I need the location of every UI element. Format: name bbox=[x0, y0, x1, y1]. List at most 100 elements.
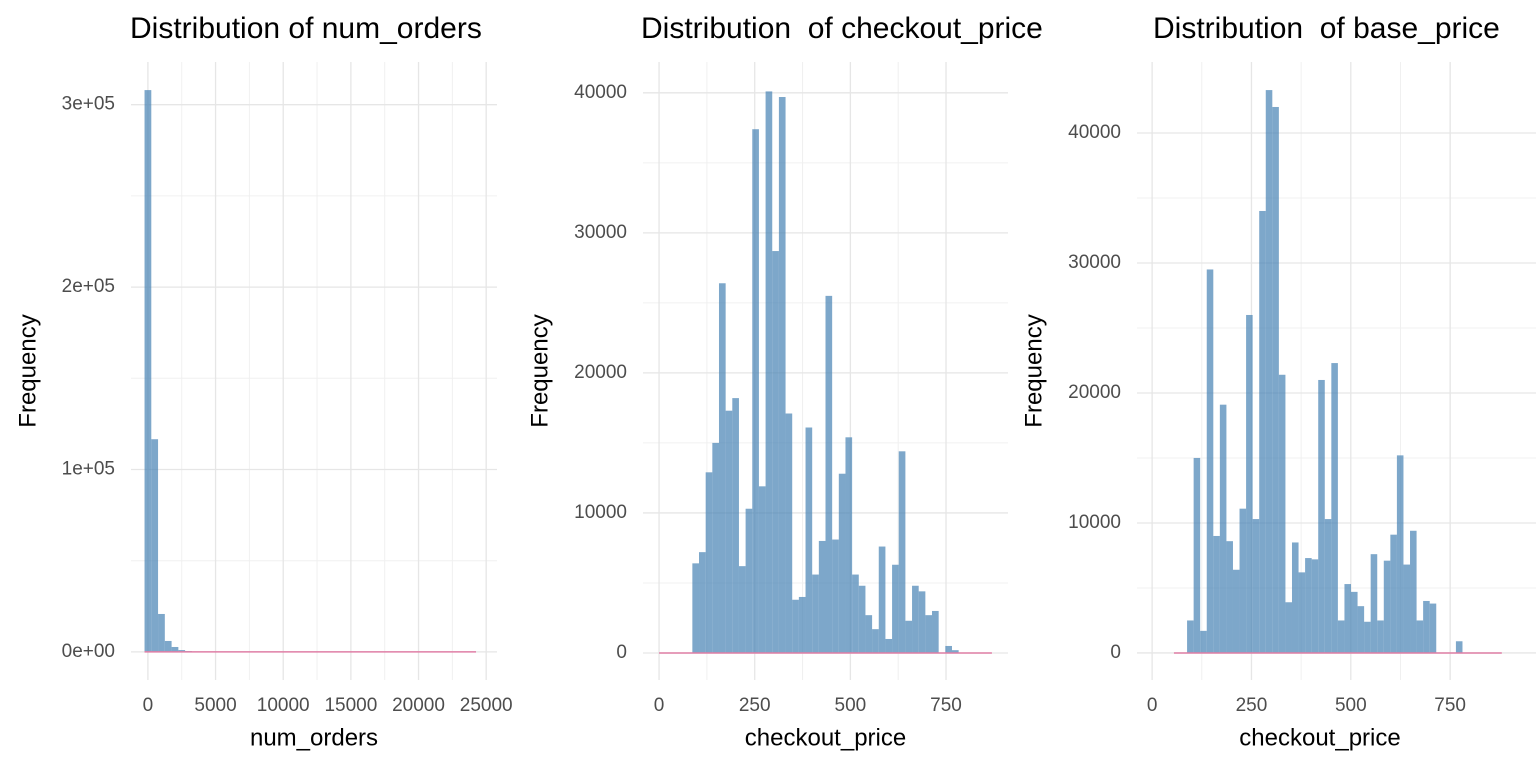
bar bbox=[718, 283, 726, 653]
bar bbox=[1377, 620, 1384, 653]
chart-title: Distribution of checkout_price bbox=[641, 12, 1043, 45]
bar bbox=[1239, 508, 1247, 653]
bar bbox=[745, 508, 753, 653]
x-tick-label: 750 bbox=[930, 695, 962, 716]
bar bbox=[732, 398, 739, 653]
bar bbox=[1219, 404, 1227, 653]
x-tick-label: 20000 bbox=[392, 695, 445, 716]
bar bbox=[758, 486, 766, 653]
x-axis-title: checkout_price bbox=[1239, 724, 1400, 751]
bar bbox=[865, 615, 873, 653]
bar bbox=[1193, 457, 1201, 653]
x-tick-label: 500 bbox=[1335, 695, 1367, 716]
panel: 0 10000 20000 30000 40000 0 250 500 750 Distribut… bbox=[526, 12, 1043, 751]
bar bbox=[932, 610, 939, 653]
bar bbox=[151, 439, 159, 652]
bar bbox=[1226, 541, 1233, 653]
panel: 0 10000 20000 30000 40000 0 250 500 750 Distribut… bbox=[1020, 12, 1536, 751]
x-tick-label: 500 bbox=[835, 695, 867, 716]
bar bbox=[171, 646, 179, 652]
y-tick-label: 30000 bbox=[1068, 252, 1121, 273]
bar bbox=[738, 566, 746, 653]
bar bbox=[1272, 106, 1279, 653]
bar bbox=[1396, 455, 1404, 653]
bar bbox=[765, 91, 773, 653]
bar bbox=[1383, 560, 1391, 653]
bar bbox=[798, 596, 806, 653]
bar bbox=[1331, 363, 1338, 653]
x-axis-title: checkout_price bbox=[745, 724, 906, 751]
bar bbox=[905, 620, 913, 653]
bar bbox=[832, 539, 839, 653]
bar bbox=[912, 585, 919, 653]
y-tick-label: 30000 bbox=[574, 222, 627, 243]
y-tick-label: 20000 bbox=[1068, 382, 1121, 403]
y-tick-label: 10000 bbox=[574, 502, 627, 523]
x-tick-label: 25000 bbox=[460, 695, 513, 716]
bar bbox=[892, 564, 899, 653]
bar bbox=[945, 645, 952, 653]
y-tick-label: 0 bbox=[616, 642, 627, 663]
bar bbox=[1232, 569, 1240, 653]
bar bbox=[872, 629, 879, 653]
x-tick-label: 0 bbox=[654, 695, 665, 716]
bar bbox=[158, 613, 165, 652]
bar bbox=[752, 129, 759, 653]
x-tick-label: 750 bbox=[1434, 695, 1466, 716]
bar bbox=[805, 427, 813, 653]
bar bbox=[885, 638, 893, 653]
bar bbox=[178, 650, 186, 652]
bar bbox=[705, 472, 713, 653]
bar bbox=[1416, 620, 1424, 653]
bar bbox=[1187, 620, 1194, 653]
bar bbox=[699, 552, 706, 653]
bar bbox=[1200, 630, 1207, 653]
bar bbox=[825, 295, 833, 653]
bar bbox=[712, 442, 719, 653]
y-axis-title: Frequency bbox=[14, 314, 41, 427]
bar bbox=[1285, 602, 1292, 653]
bar bbox=[812, 574, 819, 653]
bar bbox=[1324, 519, 1332, 653]
bar bbox=[1206, 269, 1214, 653]
bar bbox=[878, 546, 886, 653]
x-tick-label: 250 bbox=[1236, 695, 1268, 716]
bar bbox=[692, 563, 700, 653]
bar bbox=[1410, 530, 1417, 653]
bar bbox=[778, 97, 786, 653]
y-axis-title: Frequency bbox=[1020, 314, 1047, 427]
bar bbox=[1298, 572, 1306, 653]
bar bbox=[925, 615, 933, 653]
y-axis-title: Frequency bbox=[526, 314, 553, 427]
x-axis-title: num_orders bbox=[250, 724, 378, 751]
y-tick-label: 20000 bbox=[574, 362, 627, 383]
bar bbox=[1337, 620, 1345, 653]
bar bbox=[1390, 534, 1397, 653]
bar bbox=[772, 251, 779, 653]
bar bbox=[858, 585, 866, 653]
bar bbox=[1344, 584, 1352, 653]
bar bbox=[1246, 314, 1253, 653]
x-tick-label: 250 bbox=[739, 695, 771, 716]
y-tick-label: 3e+05 bbox=[62, 94, 115, 115]
bar bbox=[1311, 559, 1319, 653]
x-tick-label: 0 bbox=[143, 695, 154, 716]
bar bbox=[1429, 603, 1437, 653]
bar bbox=[1291, 542, 1299, 653]
bar bbox=[1403, 564, 1411, 653]
chart-title: Distribution of base_price bbox=[1153, 12, 1500, 45]
bar bbox=[1259, 210, 1266, 653]
bar bbox=[725, 410, 733, 653]
bar bbox=[1370, 554, 1378, 653]
bar bbox=[1455, 641, 1463, 653]
bar bbox=[144, 90, 152, 652]
bar bbox=[1351, 591, 1358, 653]
bar bbox=[918, 591, 926, 653]
y-tick-label: 0e+00 bbox=[62, 641, 115, 662]
bar bbox=[845, 437, 853, 653]
bar bbox=[838, 473, 846, 653]
x-tick-label: 10000 bbox=[257, 695, 310, 716]
x-tick-label: 0 bbox=[1147, 695, 1158, 716]
